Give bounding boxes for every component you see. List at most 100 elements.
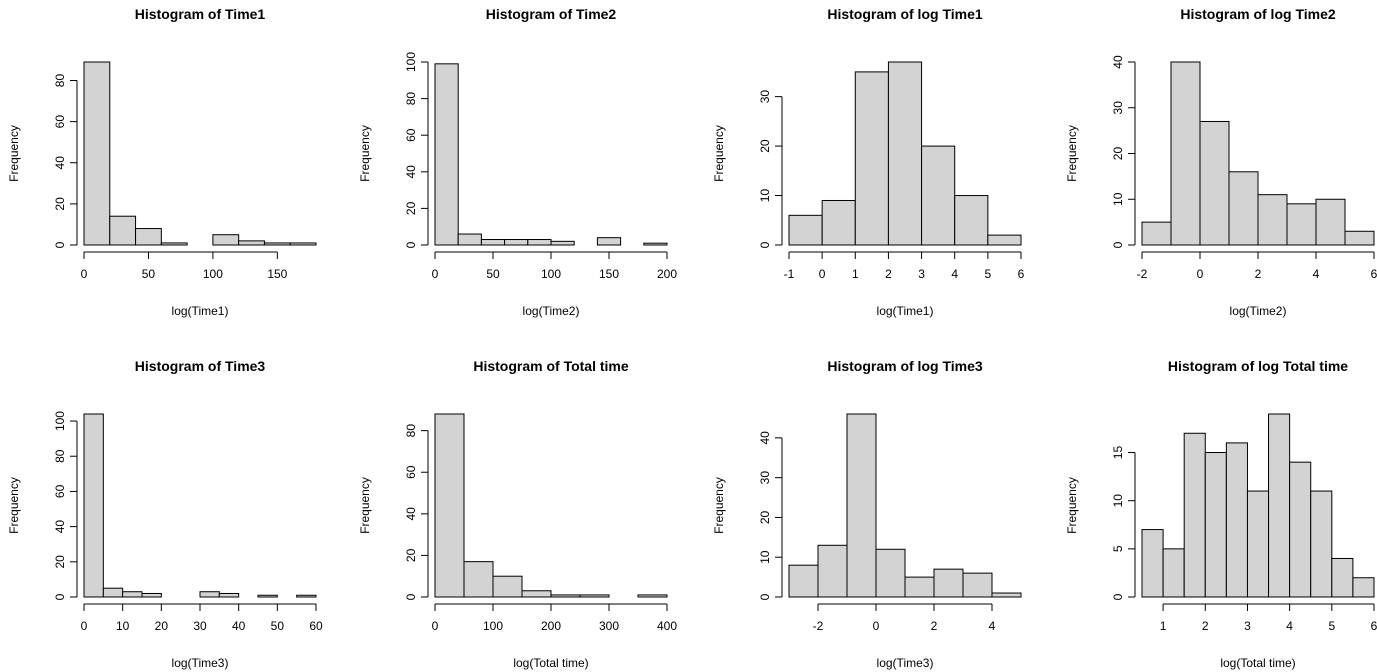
x-axis-label: log(Time2)	[523, 304, 580, 318]
y-tick-label: 30	[758, 90, 772, 104]
y-tick-label: 80	[53, 449, 67, 463]
histogram-bar	[987, 234, 1022, 246]
histogram-bar	[1199, 120, 1230, 246]
histogram-bar	[854, 71, 889, 246]
histogram-bar	[199, 591, 220, 598]
histogram-panel-4: Histogram of log Time2 -2 0 2 4 6 log(Time2) 0 1…	[1065, 6, 1377, 318]
histogram-panel-5: Histogram of Time3 0 10 20 30 40 50 60 log(Time3…	[7, 358, 323, 670]
histogram-bar	[257, 594, 278, 598]
y-axis-label: Frequency	[712, 477, 726, 534]
x-tick-label: 30	[193, 619, 207, 633]
y-axis: 0 20 40 60 80 100	[53, 411, 78, 600]
histogram-bar	[480, 239, 506, 246]
x-tick-label: 2	[1202, 619, 1209, 633]
x-tick-label: 0	[432, 267, 439, 281]
x-tick-label: 6	[1371, 619, 1377, 633]
histogram-panel-1: Histogram of Time1 0 50 100 150 log(Time1) 0 20…	[7, 6, 317, 318]
y-axis-label: Frequency	[712, 125, 726, 182]
chart-title: Histogram of Time2	[486, 6, 617, 22]
histogram-bar	[637, 594, 668, 598]
y-tick-label: 20	[404, 548, 418, 562]
x-tick-label: 4	[951, 267, 958, 281]
histogram-bar	[1183, 432, 1206, 598]
histogram-bar	[1141, 221, 1172, 246]
x-tick-label: 2	[885, 267, 892, 281]
x-axis: -1 0 1 2 3 4 5 6	[784, 251, 1025, 281]
x-tick-label: 6	[1371, 267, 1377, 281]
y-axis-label: Frequency	[1065, 125, 1079, 182]
y-tick-label: 60	[404, 465, 418, 479]
histogram-bar	[521, 590, 552, 598]
chart-title: Histogram of log Time1	[827, 6, 983, 22]
y-tick-label: 40	[404, 165, 418, 179]
histogram-bar	[1310, 490, 1333, 598]
histogram-panel-7: Histogram of log Time3 -2 0 2 4 log(Time3) 0 10…	[712, 358, 1022, 670]
histogram-bar	[296, 594, 317, 598]
histogram-bar	[289, 242, 317, 246]
histogram-bar	[1170, 61, 1201, 246]
y-tick-label: 60	[404, 128, 418, 142]
histogram-bar	[643, 242, 668, 246]
x-axis: -2 0 2 4 6	[1137, 251, 1377, 281]
histogram-bar	[904, 576, 935, 598]
histogram-bar	[527, 239, 552, 246]
y-tick-label: 40	[1111, 55, 1125, 69]
y-tick-label: 15	[1111, 446, 1125, 460]
x-tick-label: -1	[784, 267, 795, 281]
x-axis: 0 10 20 30 40 50 60	[81, 603, 323, 633]
x-tick-label: 0	[873, 619, 880, 633]
histogram-bar	[817, 544, 848, 598]
x-tick-label: 150	[599, 267, 619, 281]
y-tick-label: 10	[758, 189, 772, 203]
y-tick-label: 20	[53, 197, 67, 211]
y-tick-label: 40	[758, 431, 772, 445]
histogram-bar	[1204, 452, 1227, 598]
histogram-bar	[504, 239, 529, 246]
y-tick-label: 0	[404, 593, 418, 600]
histogram-bar	[122, 591, 143, 598]
histogram-panel-8: Histogram of log Total time 1 2 3 4 5 6 log(Tot…	[1065, 358, 1377, 670]
y-tick-label: 10	[1111, 494, 1125, 508]
x-tick-label: 150	[267, 267, 287, 281]
y-tick-label: 40	[53, 520, 67, 534]
histogram-bar	[579, 594, 610, 598]
x-tick-label: 4	[989, 619, 996, 633]
histogram-bar	[1141, 529, 1164, 598]
histogram-bar	[788, 214, 823, 246]
x-axis: 0 50 100 150	[81, 251, 288, 281]
y-tick-label: 20	[53, 555, 67, 569]
x-axis-label: log(Total time)	[513, 656, 588, 670]
y-tick-label: 0	[1111, 593, 1125, 600]
histogram-bar	[1246, 490, 1270, 598]
chart-title: Histogram of log Time3	[827, 358, 983, 374]
y-tick-label: 5	[1111, 545, 1125, 552]
histogram-bar	[887, 61, 923, 246]
y-tick-label: 0	[53, 241, 67, 248]
histogram-bar	[1344, 230, 1375, 246]
x-axis: 0 100 200 300 400	[432, 603, 677, 633]
x-axis-label: log(Total time)	[1220, 656, 1295, 670]
y-tick-label: 20	[1111, 147, 1125, 161]
y-tick-label: 10	[758, 550, 772, 564]
histogram-bar	[83, 61, 111, 246]
y-tick-label: 0	[758, 241, 772, 248]
x-tick-label: 1	[852, 267, 859, 281]
histogram-bar	[1331, 557, 1354, 598]
x-tick-label: 100	[203, 267, 223, 281]
y-axis: 0 10 20 30 40	[1111, 55, 1136, 248]
histogram-bar	[550, 594, 581, 598]
x-tick-label: 5	[985, 267, 992, 281]
histogram-bar	[550, 240, 575, 246]
chart-title: Histogram of log Time2	[1180, 6, 1336, 22]
y-tick-label: 0	[1111, 241, 1125, 248]
y-axis: 0 20 40 60 80 100	[404, 52, 429, 248]
x-tick-label: -2	[1137, 267, 1148, 281]
histogram-bar	[160, 242, 188, 246]
y-tick-label: 0	[758, 593, 772, 600]
y-axis-label: Frequency	[1065, 477, 1079, 534]
x-tick-label: 3	[918, 267, 925, 281]
x-tick-label: 100	[483, 619, 503, 633]
x-tick-label: 50	[486, 267, 500, 281]
x-axis-label: log(Time3)	[172, 656, 229, 670]
